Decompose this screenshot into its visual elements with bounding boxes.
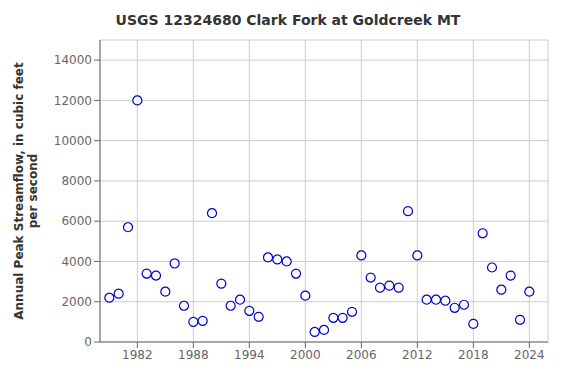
svg-text:Annual Peak Streamflow, in cub: Annual Peak Streamflow, in cubic feetper… — [12, 62, 40, 320]
svg-text:2018: 2018 — [458, 348, 489, 362]
svg-text:1982: 1982 — [122, 348, 153, 362]
svg-text:2012: 2012 — [402, 348, 433, 362]
svg-text:2000: 2000 — [61, 295, 92, 309]
svg-text:2006: 2006 — [346, 348, 377, 362]
svg-text:2024: 2024 — [514, 348, 545, 362]
svg-text:12000: 12000 — [54, 94, 92, 108]
svg-text:10000: 10000 — [54, 134, 92, 148]
svg-text:6000: 6000 — [61, 214, 92, 228]
svg-text:0: 0 — [84, 335, 92, 349]
svg-text:2000: 2000 — [290, 348, 321, 362]
svg-text:14000: 14000 — [54, 53, 92, 67]
svg-text:1994: 1994 — [234, 348, 265, 362]
svg-text:1988: 1988 — [178, 348, 209, 362]
html-text:USGS 12324680 Clark Fork at Go: USGS 12324680 Clark Fork at Goldcreek MT — [115, 12, 461, 28]
svg-text:4000: 4000 — [61, 255, 92, 269]
svg-text:8000: 8000 — [61, 174, 92, 188]
